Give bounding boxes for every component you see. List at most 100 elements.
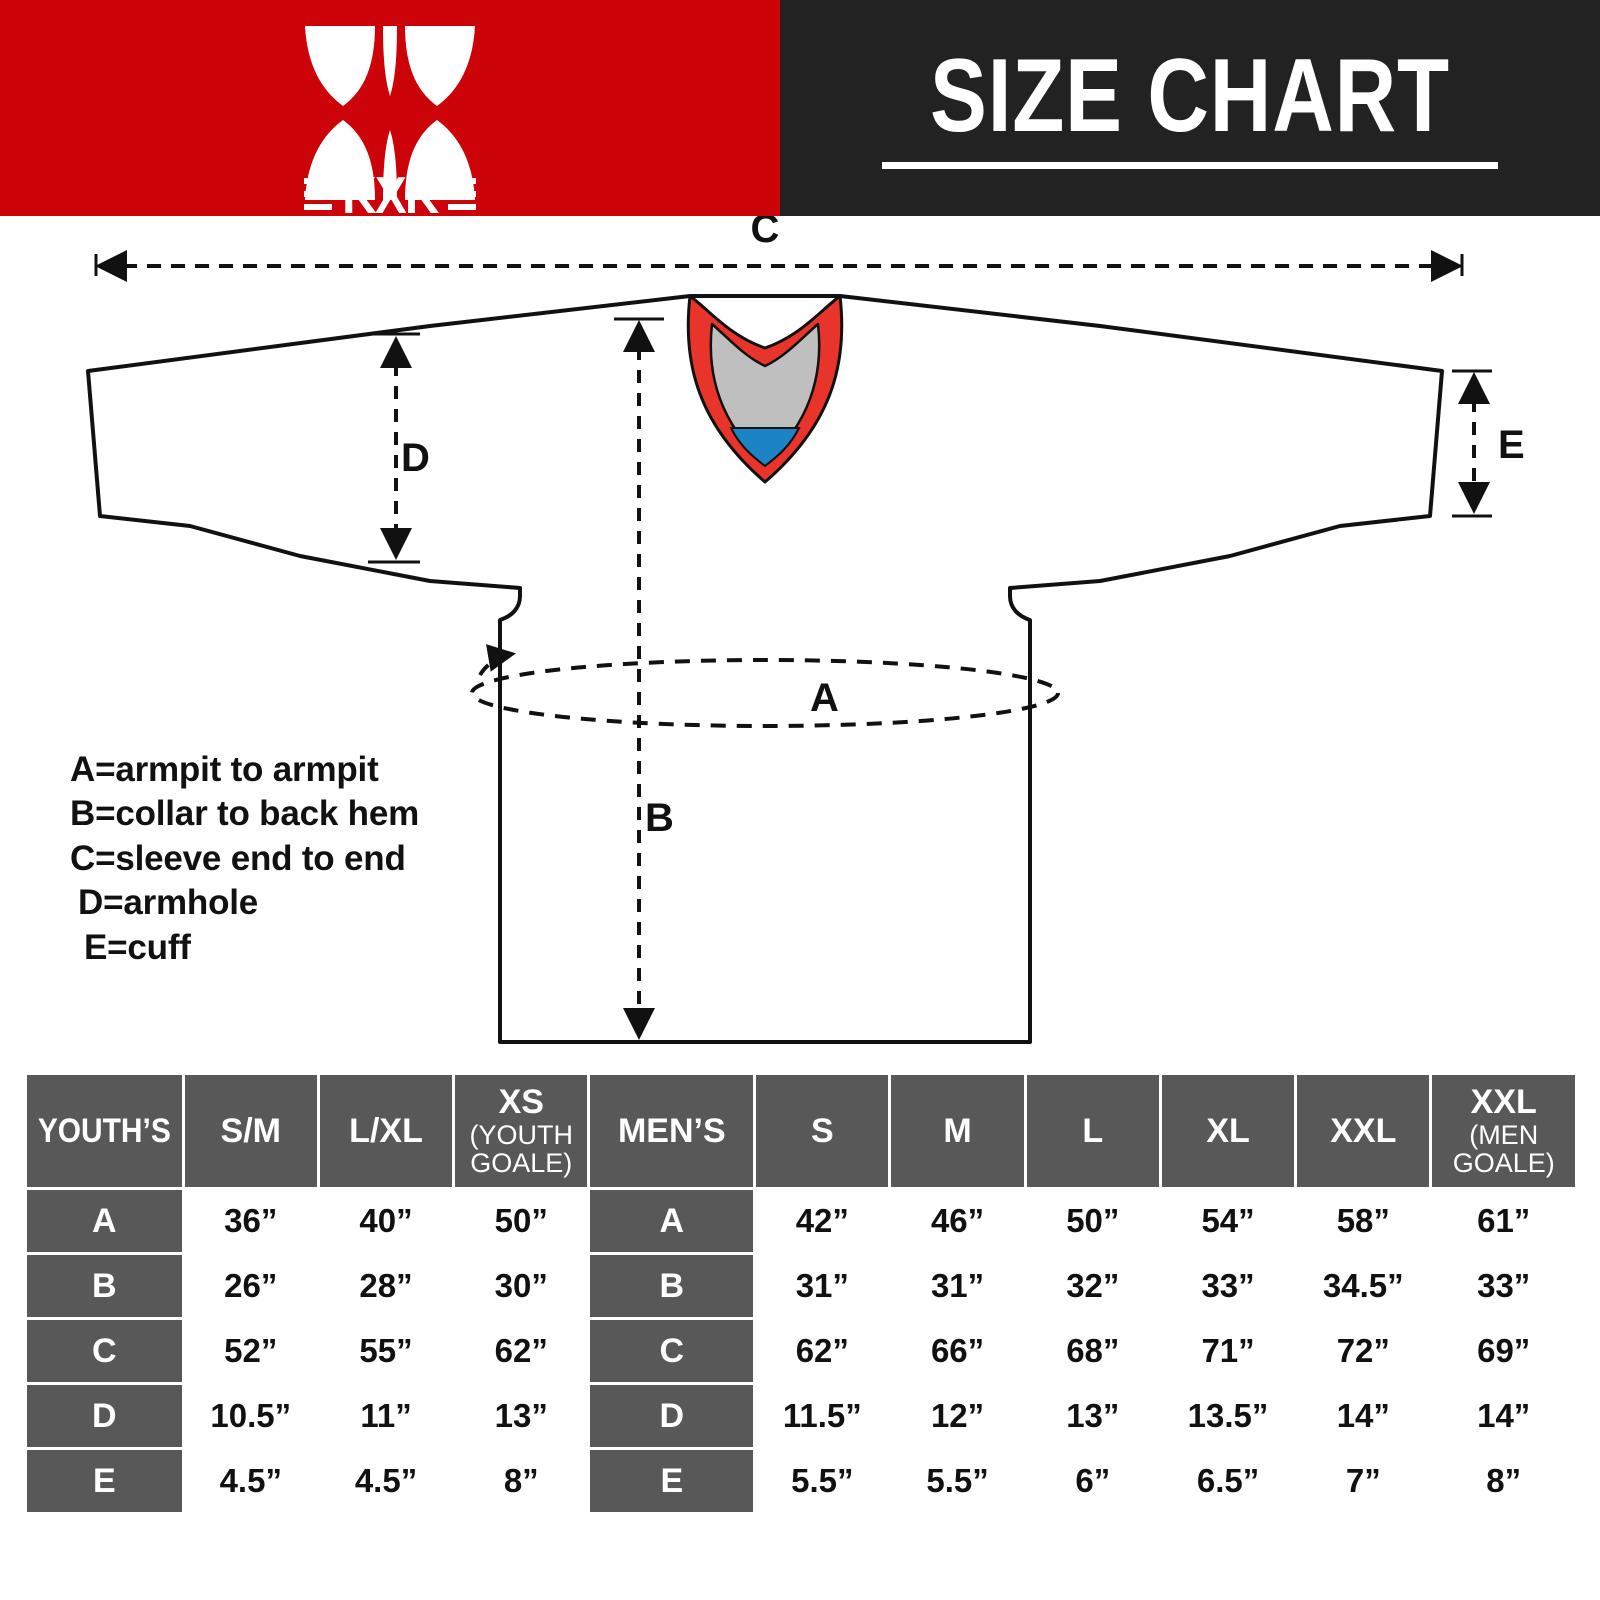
- cell-men-m-b: 31”: [891, 1255, 1024, 1317]
- row-label-men-d: D: [590, 1385, 754, 1447]
- row-label-men-a: A: [590, 1190, 754, 1252]
- col-header-youths-main: YOUTH’S: [37, 1112, 171, 1150]
- cell-men-l-a: 50”: [1026, 1190, 1159, 1252]
- dimension-d: D: [368, 332, 430, 564]
- dimension-b-label: B: [645, 796, 674, 840]
- col-header-xxl: XXL: [1297, 1075, 1430, 1187]
- row-label-men-e: E: [590, 1450, 754, 1512]
- row-label-youth-b: B: [27, 1255, 182, 1317]
- col-header-l: L: [1026, 1075, 1159, 1187]
- cell-men-xxl-b: 34.5”: [1297, 1255, 1430, 1317]
- cell-men-xl-a: 54”: [1161, 1190, 1295, 1252]
- cell-men-s-d: 11.5”: [756, 1385, 889, 1447]
- cell-men-m-d: 12”: [891, 1385, 1024, 1447]
- row-label-men-b: B: [590, 1255, 754, 1317]
- cell-men-s-e: 5.5”: [756, 1450, 889, 1512]
- dimension-e: E: [1452, 369, 1525, 518]
- cell-men-s-c: 62”: [756, 1320, 889, 1382]
- col-header-xl-main: XL: [1206, 1112, 1250, 1150]
- cell-youth-lxl-b: 28”: [319, 1255, 453, 1317]
- cell-youth-xs-a: 50”: [455, 1190, 588, 1252]
- col-header-l-main: L: [1082, 1112, 1104, 1150]
- cell-youth-xs-d: 13”: [455, 1385, 588, 1447]
- table-row: A 36” 40” 50” A 42” 46” 50” 54” 58” 61”: [27, 1190, 1575, 1252]
- cell-youth-sm-c: 52”: [184, 1320, 317, 1382]
- table-row: C 52” 55” 62” C 62” 66” 68” 71” 72” 69”: [27, 1320, 1575, 1382]
- cell-men-l-c: 68”: [1026, 1320, 1159, 1382]
- row-label-youth-d: D: [27, 1385, 182, 1447]
- cell-youth-sm-b: 26”: [184, 1255, 317, 1317]
- row-label-youth-c: C: [27, 1320, 182, 1382]
- size-table-container: YOUTH’S S/M L/XL XS (YOUTH GOALE) MEN’S …: [24, 1072, 1578, 1515]
- legend-line-c: C=sleeve end to end: [70, 838, 406, 878]
- cell-men-xl-c: 71”: [1161, 1320, 1295, 1382]
- cell-men-l-e: 6”: [1026, 1450, 1159, 1512]
- brand-panel: KXK: [0, 0, 780, 222]
- legend-line-b: B=collar to back hem: [70, 794, 420, 834]
- brand-wordmark: KXK: [342, 167, 439, 225]
- dimension-a: A: [470, 644, 1060, 728]
- cell-men-xl-d: 13.5”: [1161, 1385, 1295, 1447]
- cell-men-m-a: 46”: [891, 1190, 1024, 1252]
- col-header-s-main: S: [810, 1112, 834, 1150]
- dimension-a-label: A: [810, 676, 839, 720]
- logo-bars-left-icon: [304, 178, 333, 210]
- cell-men-xxl-d: 14”: [1297, 1385, 1430, 1447]
- cell-youth-lxl-d: 11”: [319, 1385, 453, 1447]
- page-title: SIZE CHART: [930, 38, 1450, 155]
- kxk-logo-icon: KXK: [285, 18, 495, 222]
- title-panel: SIZE CHART: [780, 0, 1600, 216]
- col-header-xxl-main: XXL: [1330, 1112, 1397, 1150]
- col-header-m-main: M: [943, 1112, 972, 1150]
- dimension-c-label: C: [751, 216, 780, 251]
- col-header-s: S: [756, 1075, 889, 1187]
- legend-line-a: A=armpit to armpit: [70, 750, 379, 789]
- cell-youth-sm-e: 4.5”: [184, 1450, 317, 1512]
- cell-men-l-d: 13”: [1026, 1385, 1159, 1447]
- col-header-youths: YOUTH’S: [27, 1075, 182, 1187]
- col-header-xl: XL: [1161, 1075, 1295, 1187]
- table-row: E 4.5” 4.5” 8” E 5.5” 5.5” 6” 6.5” 7” 8”: [27, 1450, 1575, 1512]
- col-header-xxl-men-goale: XXL (MEN GOALE): [1432, 1075, 1575, 1187]
- col-header-sm-main: S/M: [220, 1112, 281, 1150]
- col-header-xs-main: XS: [498, 1082, 544, 1121]
- dimension-b: B: [614, 317, 674, 1044]
- cell-men-xxl-c: 72”: [1297, 1320, 1430, 1382]
- cell-youth-sm-a: 36”: [184, 1190, 317, 1252]
- cell-men-m-e: 5.5”: [891, 1450, 1024, 1512]
- cell-youth-xs-b: 30”: [455, 1255, 588, 1317]
- jersey-diagram: D B E A C: [0, 207, 1600, 1070]
- cell-youth-lxl-a: 40”: [319, 1190, 453, 1252]
- col-header-lxl: L/XL: [319, 1075, 453, 1187]
- cell-youth-xs-c: 62”: [455, 1320, 588, 1382]
- cell-men-xxlg-e: 8”: [1432, 1450, 1575, 1512]
- cell-youth-lxl-e: 4.5”: [319, 1450, 453, 1512]
- col-header-sm: S/M: [184, 1075, 317, 1187]
- col-header-mens-main: MEN’S: [617, 1112, 726, 1150]
- row-label-youth-e: E: [27, 1450, 182, 1512]
- legend-line-e: E=cuff: [84, 927, 191, 967]
- page-header: KXK SIZE CHART: [0, 0, 1600, 222]
- table-row: D 10.5” 11” 13” D 11.5” 12” 13” 13.5” 14…: [27, 1385, 1575, 1447]
- jersey-collar: [686, 294, 844, 484]
- cell-men-xxlg-a: 61”: [1432, 1190, 1575, 1252]
- jersey-outline: [86, 294, 1444, 1044]
- col-header-xxlg-sub: (MEN GOALE): [1452, 1119, 1555, 1178]
- table-row: B 26” 28” 30” B 31” 31” 32” 33” 34.5” 33…: [27, 1255, 1575, 1317]
- cell-men-xl-e: 6.5”: [1161, 1450, 1295, 1512]
- col-header-xxlg-main: XXL: [1470, 1082, 1537, 1121]
- col-header-lxl-main: L/XL: [349, 1112, 423, 1150]
- cell-men-m-c: 66”: [891, 1320, 1024, 1382]
- row-label-youth-a: A: [27, 1190, 182, 1252]
- table-header-row: YOUTH’S S/M L/XL XS (YOUTH GOALE) MEN’S …: [27, 1075, 1575, 1187]
- cell-men-xxlg-d: 14”: [1432, 1385, 1575, 1447]
- logo-bars-right-icon: [447, 178, 476, 210]
- cell-youth-sm-d: 10.5”: [184, 1385, 317, 1447]
- cell-men-xl-b: 33”: [1161, 1255, 1295, 1317]
- legend-line-d: D=armhole: [78, 883, 259, 923]
- cell-youth-xs-e: 8”: [455, 1450, 588, 1512]
- measurement-legend: A=armpit to armpit B=collar to back hem …: [70, 748, 419, 970]
- col-header-xs-youth-goale: XS (YOUTH GOALE): [455, 1075, 588, 1187]
- dimension-c: [94, 250, 1464, 282]
- col-header-mens: MEN’S: [590, 1075, 754, 1187]
